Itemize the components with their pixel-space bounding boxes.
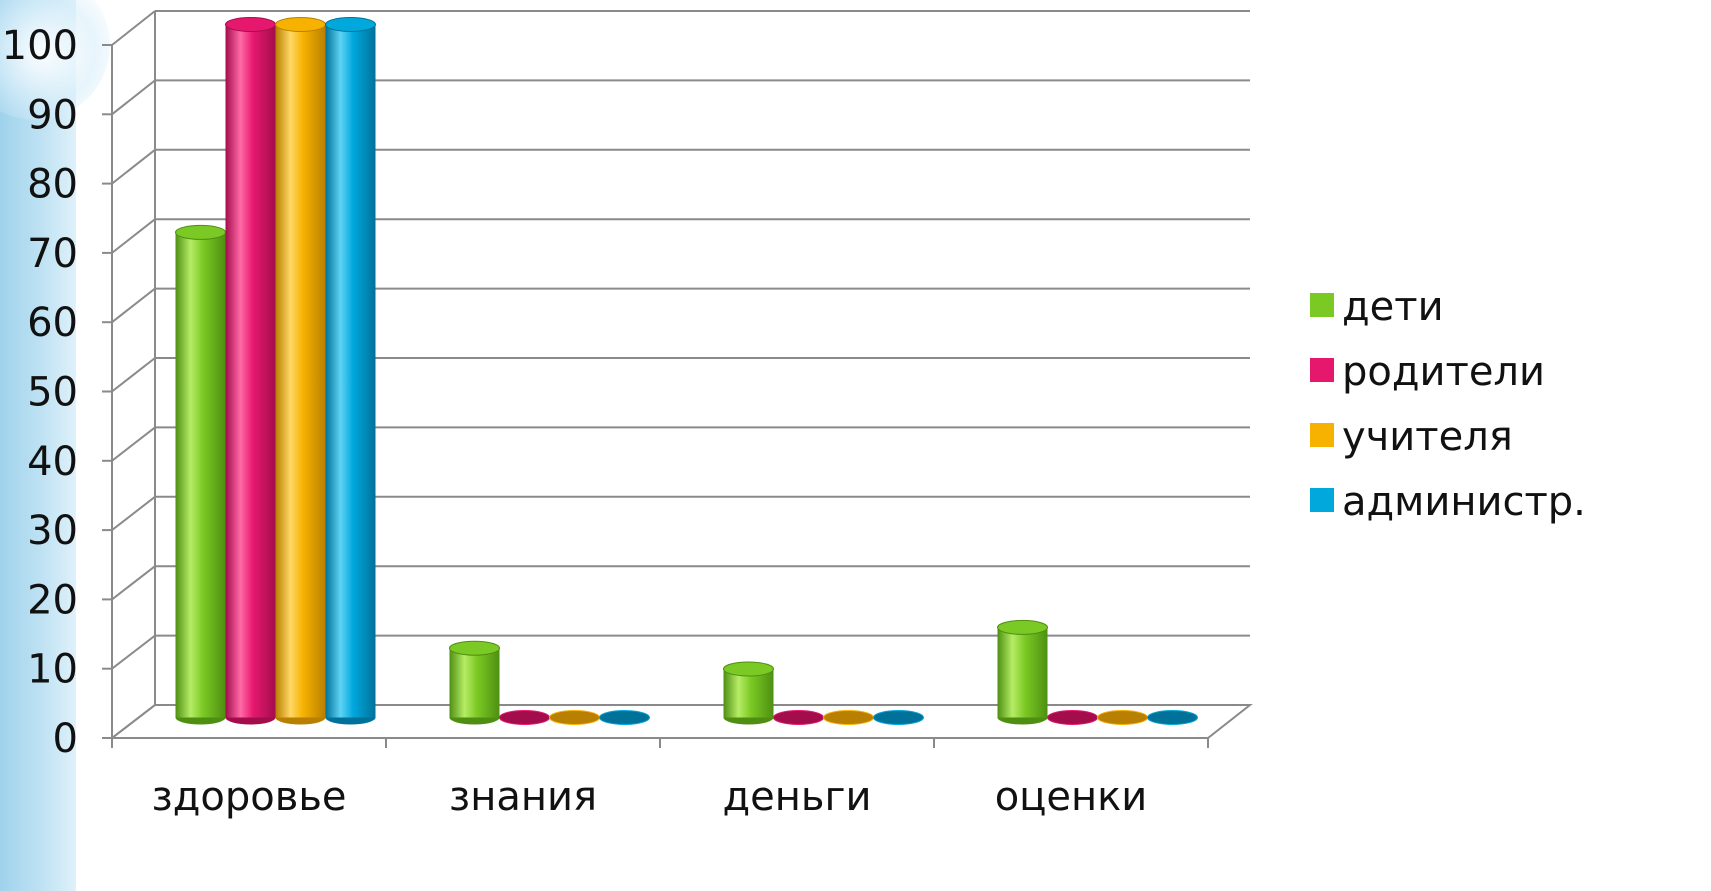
bar [1147,710,1198,725]
slide-side-strip [0,0,110,891]
legend-swatch [1310,358,1334,382]
bar [549,710,600,725]
legend-swatch [1310,488,1334,512]
legend-label: учителя [1342,414,1513,460]
y-tick-label: 20 [27,577,78,623]
legend-item: родители [1310,349,1545,395]
gridline-100 [111,10,1250,46]
legend-label: родители [1342,349,1545,395]
bar [599,710,650,725]
y-tick-label: 90 [27,92,78,138]
legend-item: администр. [1310,479,1586,525]
y-tick-label: 10 [27,647,78,693]
bar [823,710,874,725]
bar [1097,710,1148,725]
y-tick-label: 40 [27,439,78,485]
x-category-label: деньги [722,774,871,820]
y-tick-label: 70 [27,231,78,277]
bar [449,640,500,725]
legend-label: администр. [1342,479,1586,525]
x-category-label: знания [449,774,597,820]
bars [175,17,1198,725]
y-tick-label: 80 [27,162,78,208]
bar [499,710,550,725]
legend-item: учителя [1310,414,1513,460]
legend-swatch [1310,293,1334,317]
bar [325,17,376,725]
bar [275,17,326,725]
y-tick-label: 0 [53,716,78,762]
legend-label: дети [1342,284,1444,330]
bar [175,224,226,725]
y-tick-label: 30 [27,508,78,554]
bar [1047,710,1098,725]
y-tick-label: 50 [27,370,78,416]
bar [873,710,924,725]
x-axis: здоровье знания деньги оценки [111,737,1209,820]
x-category-label: здоровье [151,774,346,820]
legend-swatch [1310,423,1334,447]
legend: дети родители учителя администр. [1310,284,1586,525]
bar [225,17,276,725]
y-tick-label: 100 [2,23,78,69]
y-tick-label: 60 [27,300,78,346]
legend-item: дети [1310,284,1444,330]
bar [723,661,774,725]
x-category-label: оценки [995,774,1148,820]
bar [773,710,824,725]
gridline-0 [111,704,156,739]
bar [997,619,1048,725]
y-axis: 0 10 20 30 40 50 60 70 80 90 100 [2,23,113,762]
